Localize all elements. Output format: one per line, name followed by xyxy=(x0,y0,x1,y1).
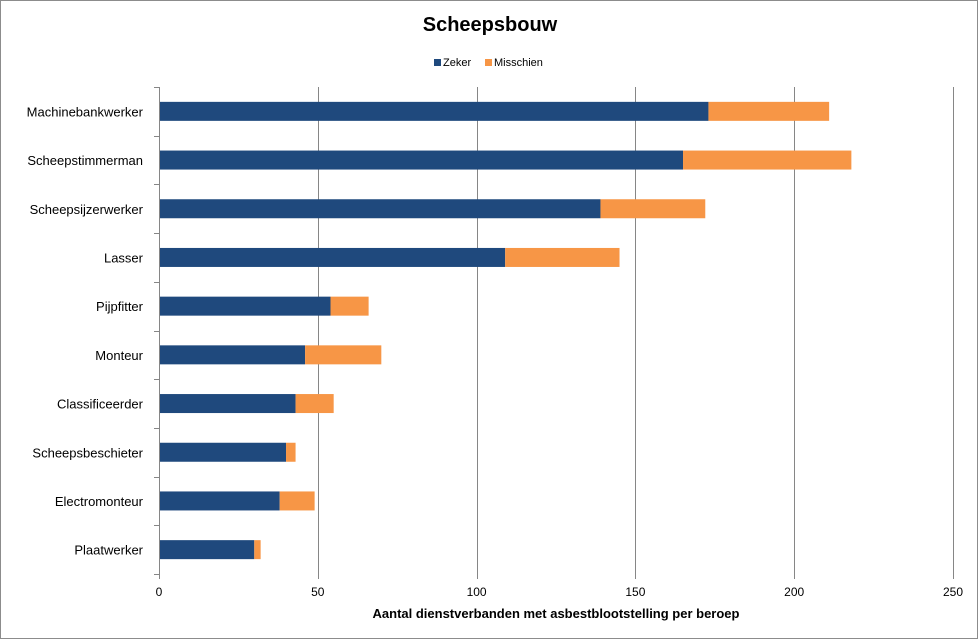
tick-labels: 0 50 100 150 200 250 xyxy=(156,574,963,599)
category-label-scheepstimmerman: Scheepstimmerman xyxy=(27,153,143,168)
x-tick-label-0: 0 xyxy=(156,585,163,599)
bar-misschien-electromonteur xyxy=(279,491,315,511)
legend-label-misschien: Misschien xyxy=(494,57,543,69)
legend-swatch-misschien xyxy=(485,59,492,66)
bar-misschien-scheepsbeschieter xyxy=(286,442,296,462)
bar-zeker-lasser xyxy=(159,247,506,267)
legend-swatch-zeker xyxy=(434,59,441,66)
bar-misschien-plaatwerker xyxy=(254,540,261,560)
bar-zeker-classificeerder xyxy=(159,394,296,414)
category-label-classificeerder: Classificeerder xyxy=(57,397,144,412)
bar-misschien-machinebankwerker xyxy=(708,101,830,121)
x-tick-label-100: 100 xyxy=(467,585,487,599)
bar-misschien-monteur xyxy=(305,345,382,365)
x-tick-label-250: 250 xyxy=(943,585,963,599)
category-labels: Machinebankwerker Scheepstimmerman Scheeps… xyxy=(27,87,159,575)
chart-title: Scheepsbouw xyxy=(423,14,558,36)
bar-zeker-scheepsbeschieter xyxy=(159,442,287,462)
x-tick-label-200: 200 xyxy=(784,585,804,599)
bar-zeker-monteur xyxy=(159,345,306,365)
bar-zeker-pijpfitter xyxy=(159,296,331,316)
x-axis-title: Aantal dienstverbanden met asbestblootst… xyxy=(373,606,740,621)
category-label-machinebankwerker: Machinebankwerker xyxy=(27,104,144,119)
bar-misschien-pijpfitter xyxy=(330,296,369,316)
bar-zeker-plaatwerker xyxy=(159,540,255,560)
category-label-scheepsbeschieter: Scheepsbeschieter xyxy=(32,445,143,460)
legend-label-zeker: Zeker xyxy=(443,57,471,69)
legend: Zeker Misschien xyxy=(434,57,543,69)
category-label-scheepsijzerwerker: Scheepsijzerwerker xyxy=(30,202,144,217)
category-label-lasser: Lasser xyxy=(104,250,144,265)
bar-misschien-scheepstimmerman xyxy=(683,150,852,170)
bar-misschien-classificeerder xyxy=(295,394,334,414)
category-label-monteur: Monteur xyxy=(95,348,143,363)
bar-zeker-machinebankwerker xyxy=(159,101,709,121)
bar-misschien-lasser xyxy=(505,247,620,267)
category-label-plaatwerker: Plaatwerker xyxy=(74,543,143,558)
x-tick-label-50: 50 xyxy=(311,585,325,599)
bar-zeker-scheepstimmerman xyxy=(159,150,684,170)
bar-zeker-electromonteur xyxy=(159,491,280,511)
bar-zeker-scheepsijzerwerker xyxy=(159,199,601,219)
bars xyxy=(159,101,852,560)
bar-misschien-scheepsijzerwerker xyxy=(600,199,706,219)
category-label-electromonteur: Electromonteur xyxy=(55,494,144,509)
x-tick-label-150: 150 xyxy=(625,585,645,599)
category-label-pijpfitter: Pijpfitter xyxy=(96,299,144,314)
